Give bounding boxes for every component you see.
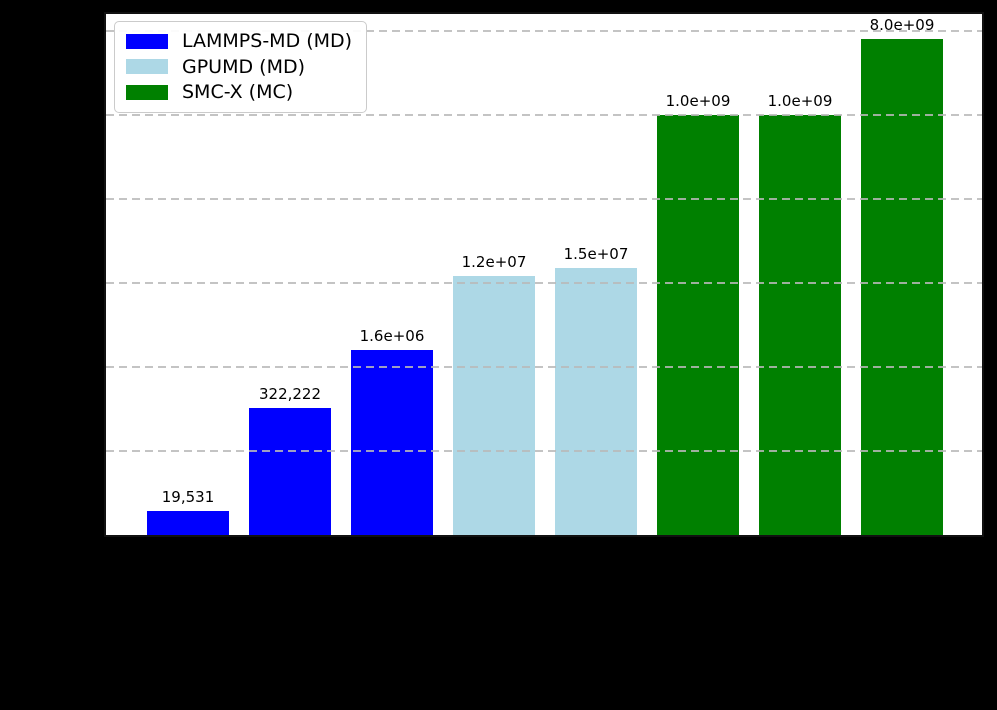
gridline — [106, 198, 982, 201]
bar — [351, 349, 433, 535]
gridline — [106, 114, 982, 117]
legend-label: GPUMD (MD) — [182, 55, 305, 78]
legend-row: SMC-X (MC) — [126, 81, 355, 104]
bar-value-label: 322,222 — [258, 385, 322, 404]
legend-row: GPUMD (MD) — [126, 56, 355, 79]
bar-value-label: 1.0e+09 — [665, 92, 731, 111]
gridline — [106, 450, 982, 453]
bar — [657, 115, 739, 535]
bars-layer — [106, 14, 982, 535]
gridline — [106, 282, 982, 285]
bar-labels-layer: 19,531 322,222 1.6e+06 1.2e+07 1.5e+07 1.0e+0… — [106, 14, 982, 535]
legend-swatch — [126, 34, 168, 50]
legend-swatch — [126, 84, 168, 100]
gridline — [106, 30, 982, 33]
bar — [249, 408, 331, 535]
bar-value-label: 8.0e+09 — [869, 16, 935, 35]
bar — [555, 268, 637, 535]
gridline — [106, 366, 982, 369]
grid-layer — [106, 14, 982, 535]
legend-row: LAMMPS-MD (MD) — [126, 30, 355, 53]
bar — [861, 39, 943, 535]
legend-label: LAMMPS-MD (MD) — [182, 30, 353, 53]
bar — [759, 115, 841, 535]
plot-area: 19,531 322,222 1.6e+06 1.2e+07 1.5e+07 1.0e+0… — [104, 12, 984, 537]
legend-swatch — [126, 59, 168, 75]
bar-value-label: 1.2e+07 — [461, 253, 527, 272]
bar-value-label: 1.0e+09 — [767, 92, 833, 111]
bar-value-label: 19,531 — [161, 487, 215, 506]
bar — [453, 276, 535, 535]
bar-value-label: 1.5e+07 — [563, 245, 629, 264]
legend-label: SMC-X (MC) — [182, 80, 294, 103]
bar — [147, 510, 229, 535]
bar-value-label: 1.6e+06 — [359, 326, 425, 345]
legend: LAMMPS-MD (MD) GPUMD (MD) SMC-X (MC) — [114, 21, 367, 113]
